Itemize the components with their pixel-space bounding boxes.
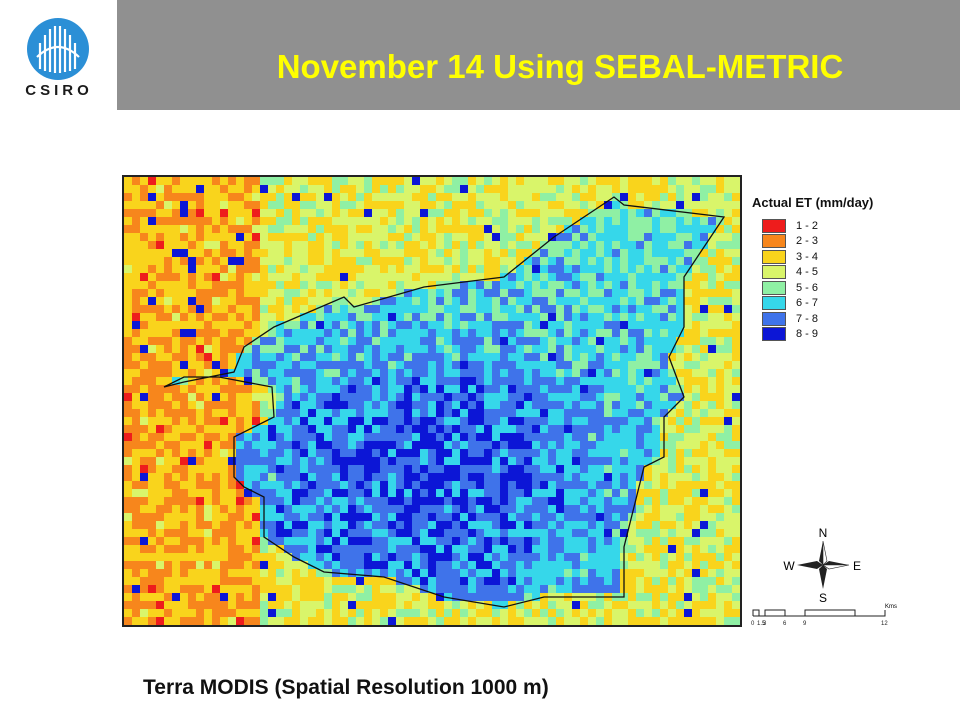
legend-item: 7 - 8: [752, 311, 952, 327]
legend-swatch: [762, 234, 786, 249]
legend-label: 1 - 2: [796, 219, 819, 232]
legend-label: 5 - 6: [796, 281, 819, 294]
caption: Terra MODIS (Spatial Resolution 1000 m): [143, 676, 549, 699]
legend-label: 7 - 8: [796, 312, 819, 325]
scale-tick-label: 3: [763, 621, 767, 627]
legend: Actual ET (mm/day) 1 - 2 2 - 3 3 - 4 4 - 5 5…: [752, 195, 952, 342]
legend-item: 3 - 4: [752, 249, 952, 265]
et-map: [122, 175, 742, 627]
legend-swatch: [762, 327, 786, 342]
legend-label: 6 - 7: [796, 297, 819, 310]
north-arrow-icon: N S W E: [783, 526, 861, 605]
legend-label: 4 - 5: [796, 266, 819, 279]
et-raster: [124, 177, 740, 625]
scale-tick-label: 9: [803, 621, 807, 627]
csiro-logo-icon: [27, 18, 89, 80]
scale-tick-label: 1.5: [757, 621, 766, 627]
scale-tick-label: 6: [783, 621, 787, 627]
legend-swatch: [762, 218, 786, 233]
legend-swatch: [762, 280, 786, 295]
study-area-boundary: [163, 196, 726, 608]
legend-label: 8 - 9: [796, 328, 819, 341]
scale-tick-label: 0: [751, 621, 755, 627]
scale-unit: Kms: [885, 604, 897, 610]
compass-w: W: [783, 559, 795, 573]
scale-tick-label: 12: [881, 621, 888, 627]
legend-swatch: [762, 265, 786, 280]
compass-n: N: [819, 526, 828, 540]
legend-item: 8 - 9: [752, 327, 952, 343]
legend-item: 4 - 5: [752, 265, 952, 281]
logo-text: CSIRO: [25, 82, 93, 99]
header-band: [117, 0, 960, 110]
legend-item: 1 - 2: [752, 218, 952, 234]
compass-s: S: [819, 591, 827, 605]
legend-item: 6 - 7: [752, 296, 952, 312]
legend-label: 3 - 4: [796, 250, 819, 263]
legend-item: 2 - 3: [752, 234, 952, 250]
legend-swatch: [762, 296, 786, 311]
legend-swatch: [762, 249, 786, 264]
page-title: November 14 Using SEBAL-METRIC: [276, 48, 844, 85]
scale-bar: 0 1.53 6 9 12 Kms: [751, 604, 897, 627]
compass-e: E: [853, 559, 861, 573]
csiro-logo: CSIRO: [0, 0, 117, 110]
legend-title: Actual ET (mm/day): [752, 195, 874, 210]
legend-label: 2 - 3: [796, 235, 819, 248]
legend-item: 5 - 6: [752, 280, 952, 296]
legend-swatch: [762, 311, 786, 326]
